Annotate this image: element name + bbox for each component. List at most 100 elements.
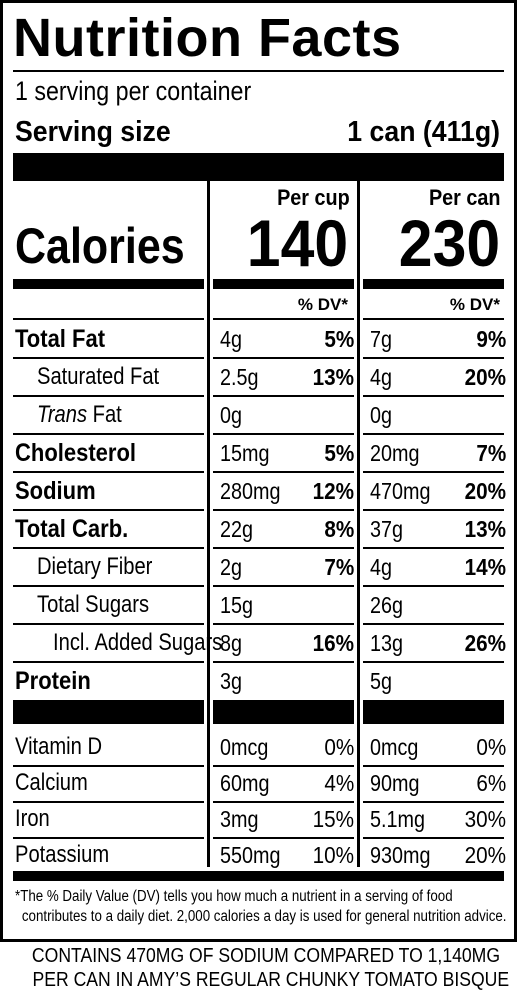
vitamin-dv-per-can: 30% [464,806,506,832]
nutrient-amount-per-can: 4g [370,364,393,390]
vitamin-rule [363,801,504,803]
nutrient-amount-per-cup: 3g [220,668,243,694]
nutrient-name: Trans Fat [37,396,122,434]
nutrient-rule [13,623,204,625]
nutrient-rule [213,395,354,397]
nutrient-amount-per-can: 13g [370,630,404,656]
vitamin-name-text: Calcium [15,769,88,796]
nutrient-name: Protein [15,662,91,700]
vitamin-dv-per-can: 0% [476,734,506,760]
nutrient-amount-per-can: 7g [370,326,393,352]
nutrient-name: Total Fat [15,320,105,358]
nutrient-amount-per-can: 0g [370,402,393,428]
vitamin-name: Calcium [15,764,88,802]
nutrient-name-text: Fat [87,401,122,428]
title-rule [13,70,504,72]
dv-header-per-can: % DV* [449,295,500,314]
nutrient-dv-per-cup: 13% [312,364,354,390]
nutrient-rule [13,585,204,587]
vitamin-rule [13,801,204,803]
vitamin-row: Vitamin D 0mcg 0% 0mcg 0% [3,728,517,766]
nutrient-rule [213,471,354,473]
nutrient-row: Total Sugars 15g 26g [3,586,517,624]
nutrient-row: Saturated Fat 2.5g 13% 4g 20% [3,358,517,396]
vitamin-name-text: Vitamin D [15,733,103,760]
calories-label: Calories [15,218,185,274]
nutrient-amount-per-can: 26g [370,592,404,618]
nutrient-rule [363,471,504,473]
nutrient-dv-per-can: 20% [464,364,506,390]
footnote-line-1: *The % Daily Value (DV) tells you how mu… [15,888,453,905]
nutrient-amount-per-cup: 0g [220,402,243,428]
sodium-claim: CONTAINS 470MG OF SODIUM COMPARED TO 1,1… [0,944,517,992]
nutrient-rule [13,433,204,435]
vitamin-name: Potassium [15,836,109,874]
nutrient-name: Saturated Fat [37,358,159,396]
thick-bar-mid [213,700,354,724]
nutrient-dv-per-cup: 8% [324,516,354,542]
nutrient-name: Incl. Added Sugars [53,624,222,662]
vitamin-amount-per-cup: 3mg [220,806,259,832]
nutrient-amount-per-can: 4g [370,554,393,580]
per-can-header: Per can [428,185,500,210]
vitamin-amount-per-can: 0mcg [370,734,419,760]
nutrient-amount-per-cup: 8g [220,630,243,656]
nutrient-amount-per-can: 470mg [370,478,431,504]
nutrient-rule [213,357,354,359]
nutrient-amount-per-cup: 15g [220,592,254,618]
nutrient-rule [13,357,204,359]
nutrient-name-italic: Trans [37,401,88,428]
nutrient-row: Cholesterol 15mg 5% 20mg 7% [3,434,517,472]
nutrient-row: Incl. Added Sugars 8g 16% 13g 26% [3,624,517,662]
nutrient-name-text: Incl. Added Sugars [53,629,223,656]
nutrient-name: Dietary Fiber [37,548,152,586]
nutrient-amount-per-cup: 15mg [220,440,270,466]
calories-per-cup: 140 [246,206,348,280]
nutrient-dv-per-can: 7% [476,440,506,466]
calories-rule-right [363,279,504,289]
nutrient-rule [13,661,204,663]
nutrient-amount-per-cup: 2.5g [220,364,259,390]
nutrient-row: Protein 3g 5g [3,662,517,700]
nutrient-name-text: Total Carb. [15,515,129,543]
vitamin-dv-per-cup: 4% [324,770,354,796]
nutrient-dv-per-can: 20% [464,478,506,504]
nutrient-rule [213,585,354,587]
vitamin-amount-per-cup: 550mg [220,842,281,868]
vitamin-name: Iron [15,800,50,838]
nutrient-amount-per-cup: 4g [220,326,243,352]
nutrient-rule [363,395,504,397]
nutrient-rule [213,433,354,435]
nutrient-name-text: Cholesterol [15,439,137,467]
dv-header-per-cup: % DV* [297,295,348,314]
vitamin-name-text: Potassium [15,841,110,868]
nutrient-amount-per-cup: 2g [220,554,243,580]
nutrient-rule [363,585,504,587]
vitamin-rule [213,765,354,767]
nutrient-name: Sodium [15,472,96,510]
nutrient-amount-per-can: 5g [370,668,393,694]
nutrition-facts-label: Nutrition Facts 1 serving per container … [0,0,517,942]
nutrient-dv-per-cup: 12% [312,478,354,504]
label-title: Nutrition Facts [13,8,402,68]
nutrient-rule [363,661,504,663]
nutrient-name-text: Dietary Fiber [37,553,153,580]
vitamin-rule [213,801,354,803]
daily-value-footnote: *The % Daily Value (DV) tells you how mu… [15,887,507,927]
vitamin-amount-per-can: 930mg [370,842,431,868]
vitamin-amount-per-cup: 0mcg [220,734,269,760]
nutrient-rule [363,433,504,435]
nutrient-name-text: Total Fat [15,325,106,353]
nutrient-dv-per-cup: 16% [312,630,354,656]
nutrient-name: Total Carb. [15,510,128,548]
nutrient-row: Trans Fat 0g 0g [3,396,517,434]
dv-header-rule [213,318,354,320]
vitamin-row: Iron 3mg 15% 5.1mg 30% [3,800,517,838]
vitamin-dv-per-can: 6% [476,770,506,796]
footnote-line-2: contributes to a daily diet. 2,000 calor… [21,908,507,925]
nutrient-name-text: Sodium [15,477,96,505]
vitamin-dv-per-cup: 0% [324,734,354,760]
nutrient-rule [363,547,504,549]
vitamin-rule [363,765,504,767]
vitamin-dv-per-can: 20% [464,842,506,868]
